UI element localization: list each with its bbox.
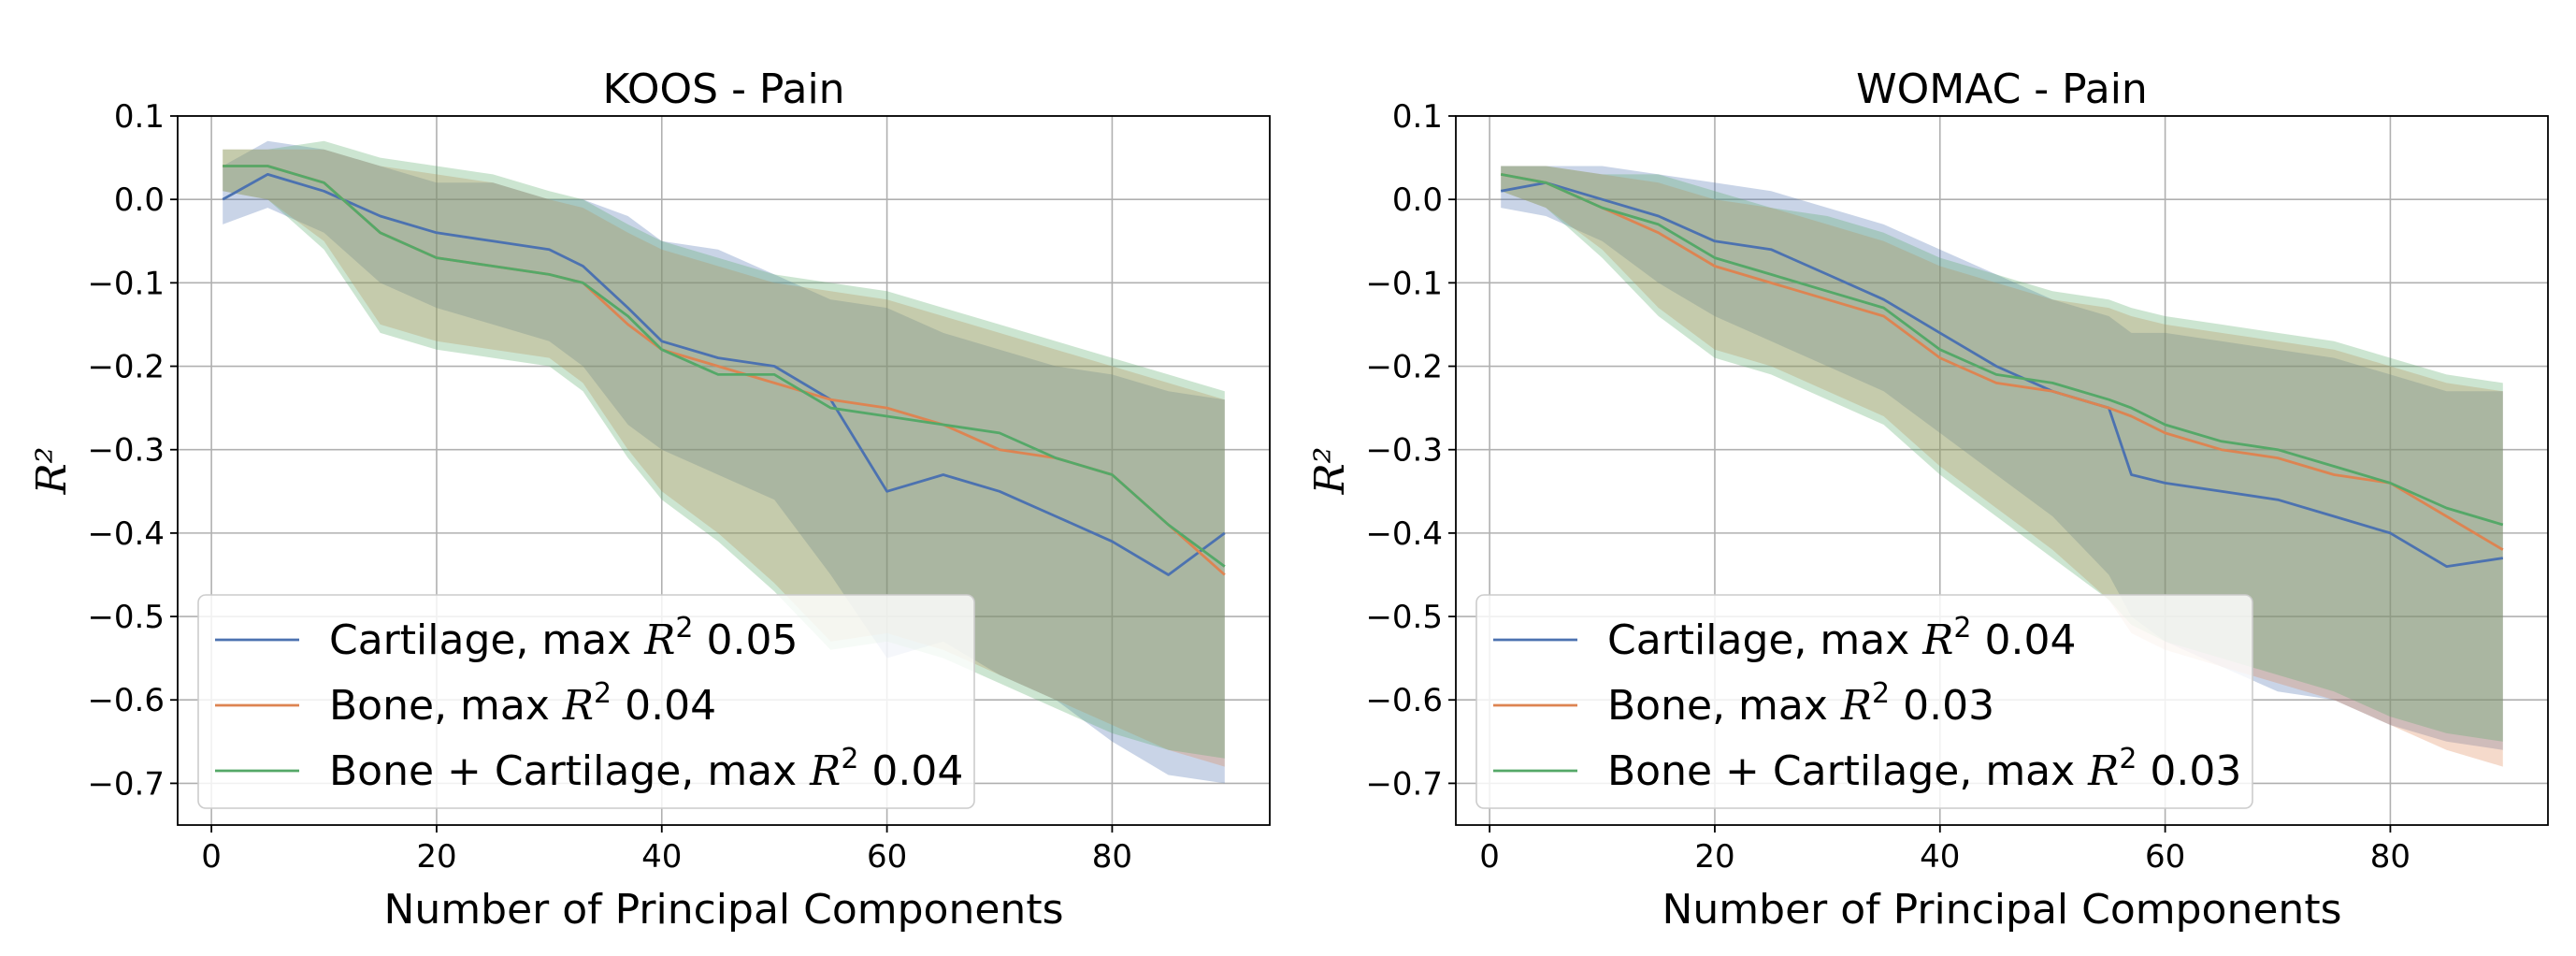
x-tick-label: 40 bbox=[1920, 838, 1960, 876]
x-tick-label: 20 bbox=[1694, 838, 1734, 876]
y-tick-label: −0.1 bbox=[87, 265, 165, 302]
axes-frame bbox=[177, 115, 1271, 826]
y-tick-label: −0.3 bbox=[1365, 432, 1443, 470]
y-tick-label: −0.2 bbox=[1365, 349, 1443, 386]
legend-entry: Bone + Cartilage, max R2 0.03 bbox=[1607, 743, 2241, 795]
y-tick-label: −0.3 bbox=[87, 432, 165, 470]
x-tick-label: 40 bbox=[641, 838, 682, 876]
legend-entry: Bone, max R2 0.03 bbox=[1607, 677, 1994, 730]
y-tick-label: −0.4 bbox=[1365, 515, 1443, 553]
chart-panel-2: 0 20 40 60 80 0.1 0.0 −0.1 −0.2 −0.3 −0.4 −0.5 −0.6 −… bbox=[1306, 65, 2549, 934]
y-tick-label: −0.7 bbox=[87, 765, 165, 803]
chart-panel-1: 0 20 40 60 80 0.1 0.0 −0.1 −0.2 −0.3 −0.4 −0.5 −0.6 −… bbox=[28, 65, 1271, 934]
y-tick-label: −0.5 bbox=[87, 599, 165, 636]
x-tick-label: 60 bbox=[867, 838, 907, 876]
legend-box bbox=[197, 594, 975, 809]
y-tick-label: 0.0 bbox=[1392, 181, 1443, 219]
x-tick-label: 20 bbox=[416, 838, 456, 876]
legend-box bbox=[1475, 594, 2253, 809]
y-axis-label: R² bbox=[28, 447, 76, 496]
legend-entry: Bone + Cartilage, max R2 0.04 bbox=[329, 743, 963, 795]
x-tick-label: 0 bbox=[1479, 838, 1500, 876]
axes-frame bbox=[1455, 115, 2549, 826]
legend: Cartilage, max R2 0.05 Bone, max R2 0.04 B… bbox=[197, 594, 975, 809]
legend-entry: Cartilage, max R2 0.04 bbox=[1607, 612, 2076, 664]
line-cartilage bbox=[222, 172, 1226, 576]
line-bone-cartilage bbox=[223, 165, 1226, 568]
y-tick-label: −0.4 bbox=[87, 515, 165, 553]
y-tick-label: −0.1 bbox=[1365, 265, 1443, 302]
y-tick-label: 0.1 bbox=[114, 98, 165, 136]
x-tick-label: 80 bbox=[1092, 838, 1132, 876]
y-tick-label: 0.0 bbox=[114, 181, 165, 219]
x-tick-label: 80 bbox=[2370, 838, 2411, 876]
x-axis-label: Number of Principal Components bbox=[384, 886, 1064, 934]
y-tick-label: −0.7 bbox=[1365, 765, 1443, 803]
chart-title: WOMAC - Pain bbox=[1856, 65, 2148, 113]
y-axis-label: R² bbox=[1306, 447, 1354, 496]
y-tick-label: −0.6 bbox=[87, 682, 165, 719]
legend: Cartilage, max R2 0.04 Bone, max R2 0.03 B… bbox=[1475, 594, 2253, 809]
line-bone bbox=[1500, 173, 2504, 551]
y-tick-label: 0.1 bbox=[1392, 98, 1443, 136]
x-axis-label: Number of Principal Components bbox=[1662, 886, 2342, 934]
x-tick-label: 60 bbox=[2145, 838, 2185, 876]
line-bone-cartilage bbox=[1500, 173, 2504, 527]
y-tick-label: −0.2 bbox=[87, 349, 165, 386]
legend-entry: Cartilage, max R2 0.05 bbox=[329, 612, 798, 664]
chart-title: KOOS - Pain bbox=[602, 65, 844, 113]
y-tick-label: −0.5 bbox=[1365, 599, 1443, 636]
legend-entry: Bone, max R2 0.04 bbox=[329, 677, 716, 730]
x-tick-label: 0 bbox=[201, 838, 222, 876]
y-tick-label: −0.6 bbox=[1365, 682, 1443, 719]
band-bone-cartilage bbox=[1501, 166, 2503, 742]
